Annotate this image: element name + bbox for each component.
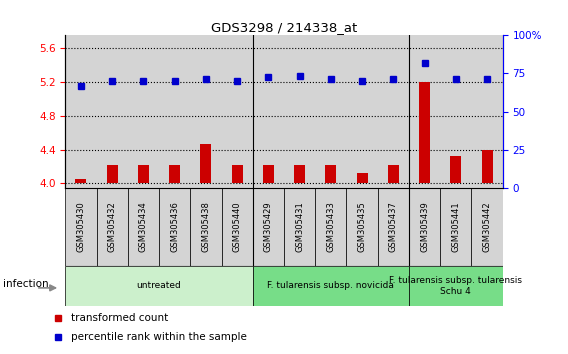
Text: GSM305433: GSM305433 bbox=[327, 201, 335, 252]
Text: GSM305439: GSM305439 bbox=[420, 201, 429, 252]
Bar bbox=[253, 35, 284, 188]
Bar bbox=[97, 35, 128, 188]
Bar bbox=[190, 188, 222, 266]
Text: GSM305434: GSM305434 bbox=[139, 201, 148, 252]
Bar bbox=[419, 82, 430, 183]
Text: GSM305437: GSM305437 bbox=[389, 201, 398, 252]
Text: F. tularensis subsp. novicida: F. tularensis subsp. novicida bbox=[268, 281, 394, 290]
Bar bbox=[201, 144, 211, 183]
Bar bbox=[378, 188, 409, 266]
Text: percentile rank within the sample: percentile rank within the sample bbox=[72, 332, 247, 342]
Bar bbox=[253, 188, 284, 266]
Bar bbox=[388, 165, 399, 183]
Bar bbox=[409, 35, 440, 188]
Bar bbox=[440, 35, 471, 188]
Text: F. tularensis subsp. tularensis
Schu 4: F. tularensis subsp. tularensis Schu 4 bbox=[389, 276, 523, 296]
Bar bbox=[169, 165, 180, 183]
Text: GSM305429: GSM305429 bbox=[264, 201, 273, 252]
Bar bbox=[294, 165, 305, 183]
Bar bbox=[263, 165, 274, 183]
Bar bbox=[346, 35, 378, 188]
Bar bbox=[159, 35, 190, 188]
Bar bbox=[159, 188, 190, 266]
Text: untreated: untreated bbox=[137, 281, 181, 290]
Bar bbox=[450, 156, 461, 183]
Bar bbox=[440, 188, 471, 266]
Bar bbox=[65, 266, 253, 306]
Bar bbox=[65, 35, 97, 188]
Text: infection: infection bbox=[3, 279, 48, 289]
Text: GSM305430: GSM305430 bbox=[77, 201, 85, 252]
Text: GSM305440: GSM305440 bbox=[233, 201, 241, 252]
Bar bbox=[232, 165, 243, 183]
Bar bbox=[357, 173, 367, 183]
Text: GSM305441: GSM305441 bbox=[452, 201, 460, 252]
Bar bbox=[325, 165, 336, 183]
Text: GSM305442: GSM305442 bbox=[483, 201, 491, 252]
Bar bbox=[190, 35, 222, 188]
Bar bbox=[315, 188, 346, 266]
Bar bbox=[222, 188, 253, 266]
Bar bbox=[346, 188, 378, 266]
Text: GSM305432: GSM305432 bbox=[108, 201, 116, 252]
Bar bbox=[65, 188, 97, 266]
Bar bbox=[76, 179, 86, 183]
Bar bbox=[138, 165, 149, 183]
Bar bbox=[482, 150, 492, 183]
Bar bbox=[378, 35, 409, 188]
Bar bbox=[97, 188, 128, 266]
Text: GSM305438: GSM305438 bbox=[202, 201, 210, 252]
Bar bbox=[253, 266, 409, 306]
Bar bbox=[409, 266, 503, 306]
Text: GSM305431: GSM305431 bbox=[295, 201, 304, 252]
Title: GDS3298 / 214338_at: GDS3298 / 214338_at bbox=[211, 21, 357, 34]
Bar bbox=[471, 35, 503, 188]
Bar bbox=[107, 165, 118, 183]
Bar bbox=[128, 188, 159, 266]
Bar bbox=[128, 35, 159, 188]
Bar bbox=[409, 188, 440, 266]
Bar bbox=[284, 35, 315, 188]
Bar bbox=[284, 188, 315, 266]
Text: transformed count: transformed count bbox=[72, 313, 169, 322]
Bar bbox=[315, 35, 346, 188]
Bar bbox=[471, 188, 503, 266]
Bar bbox=[222, 35, 253, 188]
Text: GSM305435: GSM305435 bbox=[358, 201, 366, 252]
Text: GSM305436: GSM305436 bbox=[170, 201, 179, 252]
